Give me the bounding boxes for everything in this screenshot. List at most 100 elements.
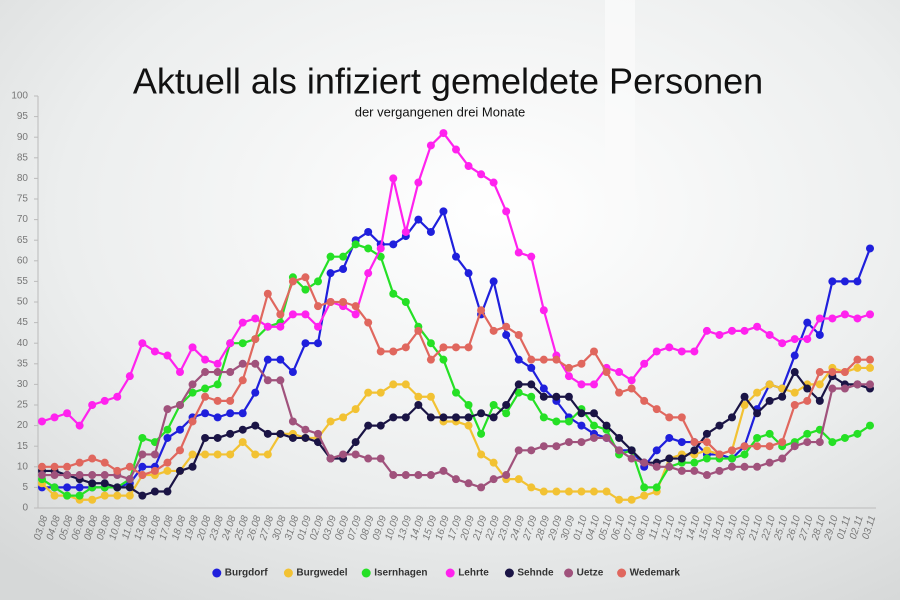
data-point bbox=[326, 269, 335, 278]
data-point bbox=[238, 438, 247, 447]
data-point bbox=[263, 322, 272, 331]
data-point bbox=[401, 380, 410, 389]
data-point bbox=[615, 388, 624, 397]
y-tick-label: 65 bbox=[17, 235, 29, 246]
data-point bbox=[690, 446, 699, 455]
data-point bbox=[401, 413, 410, 422]
legend-label: Burgwedel bbox=[296, 568, 347, 579]
data-point bbox=[452, 475, 460, 484]
data-point bbox=[88, 454, 97, 463]
y-tick-label: 85 bbox=[17, 152, 29, 163]
data-point bbox=[301, 285, 310, 294]
data-point bbox=[640, 483, 649, 492]
data-point bbox=[351, 302, 360, 311]
data-point bbox=[564, 487, 573, 496]
data-point bbox=[201, 384, 210, 393]
data-point bbox=[138, 462, 147, 471]
data-point bbox=[213, 359, 222, 368]
y-tick-label: 45 bbox=[17, 317, 29, 328]
y-tick-label: 0 bbox=[22, 503, 28, 514]
data-point bbox=[238, 318, 247, 327]
data-point bbox=[803, 318, 812, 327]
data-point bbox=[803, 384, 812, 393]
data-point bbox=[364, 318, 373, 327]
data-point bbox=[765, 396, 774, 405]
data-point bbox=[213, 433, 222, 442]
data-point bbox=[75, 471, 84, 480]
data-point bbox=[125, 462, 134, 471]
data-point bbox=[163, 405, 172, 414]
data-point bbox=[652, 405, 661, 414]
data-point bbox=[527, 446, 536, 455]
data-point bbox=[88, 495, 97, 504]
data-point bbox=[602, 487, 611, 496]
y-tick-label: 15 bbox=[17, 441, 29, 452]
data-point bbox=[50, 471, 59, 480]
data-point bbox=[263, 429, 272, 438]
data-point bbox=[439, 355, 448, 364]
data-point bbox=[502, 409, 511, 418]
data-point bbox=[201, 409, 210, 418]
data-point bbox=[364, 421, 373, 430]
data-point bbox=[113, 392, 122, 401]
data-point bbox=[452, 413, 460, 422]
data-point bbox=[125, 483, 134, 492]
data-point bbox=[75, 491, 84, 500]
data-point bbox=[577, 409, 586, 418]
y-tick-label: 75 bbox=[17, 194, 29, 205]
data-point bbox=[301, 425, 310, 434]
data-point bbox=[539, 355, 548, 364]
data-point bbox=[590, 433, 598, 442]
data-point bbox=[389, 289, 398, 298]
data-point bbox=[75, 483, 84, 492]
data-point bbox=[50, 491, 59, 500]
data-point bbox=[452, 145, 460, 154]
data-point bbox=[301, 273, 310, 282]
data-point bbox=[251, 359, 260, 368]
data-point bbox=[213, 380, 222, 389]
data-point bbox=[615, 446, 624, 455]
data-point bbox=[100, 396, 109, 405]
data-point bbox=[452, 388, 460, 397]
data-point bbox=[226, 409, 235, 418]
data-point bbox=[88, 471, 97, 480]
data-point bbox=[176, 425, 184, 434]
data-point bbox=[414, 178, 423, 187]
data-point bbox=[514, 475, 523, 484]
data-point bbox=[176, 368, 184, 377]
data-point bbox=[602, 368, 611, 377]
data-point bbox=[514, 330, 523, 339]
data-point bbox=[201, 433, 210, 442]
data-point bbox=[702, 429, 711, 438]
data-point bbox=[602, 421, 611, 430]
data-point bbox=[740, 442, 749, 451]
data-point bbox=[314, 277, 322, 286]
data-point bbox=[866, 355, 874, 364]
data-point bbox=[640, 396, 649, 405]
data-point bbox=[715, 450, 724, 459]
data-point bbox=[376, 421, 385, 430]
data-point bbox=[176, 401, 184, 409]
data-point bbox=[364, 227, 373, 236]
data-point bbox=[125, 372, 134, 381]
data-point bbox=[226, 396, 235, 405]
data-point bbox=[414, 401, 423, 409]
data-point bbox=[753, 322, 762, 331]
data-point bbox=[765, 442, 774, 451]
data-point bbox=[100, 458, 109, 467]
data-point bbox=[276, 322, 285, 331]
data-point bbox=[426, 471, 435, 480]
data-point bbox=[527, 483, 536, 492]
data-point bbox=[790, 401, 799, 409]
data-point bbox=[364, 388, 373, 397]
data-point bbox=[100, 471, 109, 480]
data-point bbox=[314, 322, 322, 331]
data-point bbox=[640, 359, 649, 368]
data-point bbox=[138, 339, 147, 348]
data-point bbox=[176, 446, 184, 455]
data-point bbox=[564, 392, 573, 401]
data-point bbox=[389, 471, 398, 480]
data-point bbox=[88, 479, 97, 488]
data-point bbox=[314, 429, 322, 438]
